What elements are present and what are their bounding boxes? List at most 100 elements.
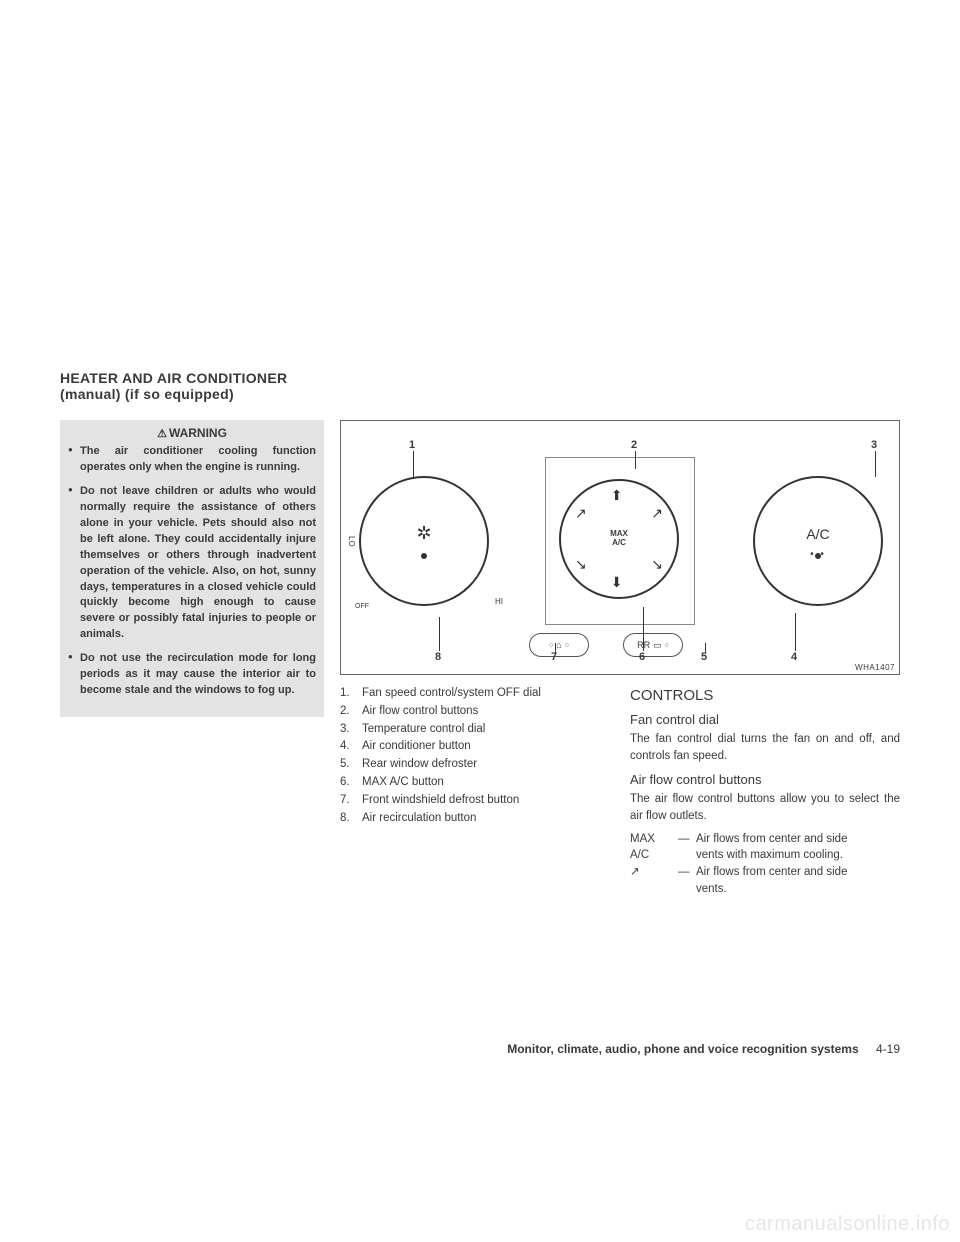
footer-section: Monitor, climate, audio, phone and voice… xyxy=(507,1042,858,1056)
led-icon: ○ xyxy=(565,642,569,649)
front-defrost-button-icon: ○ ⌂ ○ xyxy=(529,633,589,657)
page-content: HEATER AND AIR CONDITIONER (manual) (if … xyxy=(60,370,900,897)
legend-num: 2. xyxy=(340,703,362,721)
title-line-1: HEATER AND AIR CONDITIONER xyxy=(60,370,900,386)
warning-heading: ⚠WARNING xyxy=(68,426,316,440)
cell xyxy=(678,881,696,898)
cell xyxy=(630,881,678,898)
legend-text: MAX A/C button xyxy=(362,774,610,792)
cell xyxy=(678,847,696,864)
hi-label: HI xyxy=(495,597,503,606)
led-icon: ○ xyxy=(665,642,669,649)
controls-column: CONTROLS Fan control dial The fan contro… xyxy=(630,685,900,897)
legend-text: Temperature control dial xyxy=(362,721,610,739)
led-icon: ○ xyxy=(549,642,553,649)
legend-text: Fan speed control/system OFF dial xyxy=(362,685,610,703)
legend-row: 2.Air flow control buttons xyxy=(340,703,610,721)
watermark: carmanualsonline.info xyxy=(745,1213,950,1236)
lo-label: LO xyxy=(347,536,356,547)
callout-4: 4 xyxy=(791,651,797,663)
leader-line xyxy=(413,451,414,477)
defrost-icon: ⌂ xyxy=(556,640,561,650)
section-title: HEATER AND AIR CONDITIONER (manual) (if … xyxy=(60,370,900,402)
cell: MAX xyxy=(630,831,678,848)
cell: — xyxy=(678,831,696,848)
cell: Air flows from center and side xyxy=(696,831,900,848)
airflow-paragraph: The air flow control buttons allow you t… xyxy=(630,791,900,824)
table-row: A/C vents with maximum cooling. xyxy=(630,847,900,864)
leader-line xyxy=(795,613,796,651)
footer-page: 4-19 xyxy=(876,1042,900,1056)
legend-text: Rear window defroster xyxy=(362,756,610,774)
max-text: MAX xyxy=(610,529,628,538)
leader-line xyxy=(643,607,644,651)
vent-icon: ↗ xyxy=(651,505,663,522)
warning-item: Do not use the recirculation mode for lo… xyxy=(68,651,316,699)
callout-1: 1 xyxy=(409,439,415,451)
callout-3: 3 xyxy=(871,439,877,451)
legend-num: 6. xyxy=(340,774,362,792)
legend-column: 1.Fan speed control/system OFF dial 2.Ai… xyxy=(340,685,610,897)
leader-line xyxy=(635,451,636,469)
legend-row: 7.Front windshield defrost button xyxy=(340,792,610,810)
legend-num: 1. xyxy=(340,685,362,703)
rear-defrost-button-icon: RR ▭ ○ xyxy=(623,633,683,657)
temperature-dial-icon: A/C • • xyxy=(753,476,883,606)
warning-list: The air conditioner cooling function ope… xyxy=(68,444,316,699)
title-line-2: (manual) (if so equipped) xyxy=(60,386,900,402)
warning-heading-text: WARNING xyxy=(169,426,227,440)
fan-paragraph: The fan control dial turns the fan on an… xyxy=(630,731,900,764)
vent-icon: ↘ xyxy=(651,556,663,573)
arrow-down-icon: ⬇ xyxy=(611,574,623,591)
cell: vents. xyxy=(696,881,900,898)
cell: — xyxy=(678,864,696,881)
warning-item: Do not leave children or adults who woul… xyxy=(68,484,316,643)
leader-line xyxy=(439,617,440,651)
column-right-block: ✲ LO HI OFF MAX A/C ⬆ ⬇ ↗ ↗ xyxy=(340,420,900,897)
dial-dot-icon xyxy=(815,553,821,559)
arrow-up-icon: ⬆ xyxy=(611,487,623,504)
vent-icon: ↘ xyxy=(575,556,587,573)
callout-2: 2 xyxy=(631,439,637,451)
legend-text: Front windshield defrost button xyxy=(362,792,610,810)
column-left: ⚠WARNING The air conditioner cooling fun… xyxy=(60,420,324,897)
airflow-control-icon: MAX A/C ⬆ ⬇ ↗ ↗ ↘ ↘ xyxy=(559,479,679,599)
cell: A/C xyxy=(630,847,678,864)
page-footer: Monitor, climate, audio, phone and voice… xyxy=(60,1042,900,1056)
fan-subheading: Fan control dial xyxy=(630,712,900,727)
leader-line xyxy=(875,451,876,477)
legend-num: 4. xyxy=(340,738,362,756)
callout-6: 6 xyxy=(639,651,645,663)
off-label: OFF xyxy=(355,603,369,610)
dial-dot-icon xyxy=(421,553,427,559)
legend-row: 5.Rear window defroster xyxy=(340,756,610,774)
table-row: MAX—Air flows from center and side xyxy=(630,831,900,848)
legend-row: 8.Air recirculation button xyxy=(340,810,610,828)
airflow-table: MAX—Air flows from center and side A/C ve… xyxy=(630,831,900,898)
warning-icon: ⚠ xyxy=(157,428,167,440)
fan-icon: ✲ xyxy=(416,523,431,544)
legend-row: 4.Air conditioner button xyxy=(340,738,610,756)
figure-code: WHA1407 xyxy=(855,663,895,672)
legend-num: 8. xyxy=(340,810,362,828)
leader-line xyxy=(705,643,706,653)
columns: ⚠WARNING The air conditioner cooling fun… xyxy=(60,420,900,897)
legend-row: 6.MAX A/C button xyxy=(340,774,610,792)
ac-dial-label: A/C xyxy=(806,526,829,542)
table-row: vents. xyxy=(630,881,900,898)
ac-text: A/C xyxy=(612,538,626,547)
cell: vents with maximum cooling. xyxy=(696,847,900,864)
face-vent-icon: ↗ xyxy=(630,864,678,881)
vent-icon: ↗ xyxy=(575,505,587,522)
leader-line xyxy=(555,643,556,653)
callout-8: 8 xyxy=(435,651,441,663)
legend-list: 1.Fan speed control/system OFF dial 2.Ai… xyxy=(340,685,610,828)
legend-num: 5. xyxy=(340,756,362,774)
max-ac-label: MAX A/C xyxy=(610,530,628,548)
warning-item: The air conditioner cooling function ope… xyxy=(68,444,316,476)
table-row: ↗—Air flows from center and side xyxy=(630,864,900,881)
legend-row: 1.Fan speed control/system OFF dial xyxy=(340,685,610,703)
legend-text: Air recirculation button xyxy=(362,810,610,828)
controls-heading: CONTROLS xyxy=(630,687,900,704)
legend-text: Air conditioner button xyxy=(362,738,610,756)
